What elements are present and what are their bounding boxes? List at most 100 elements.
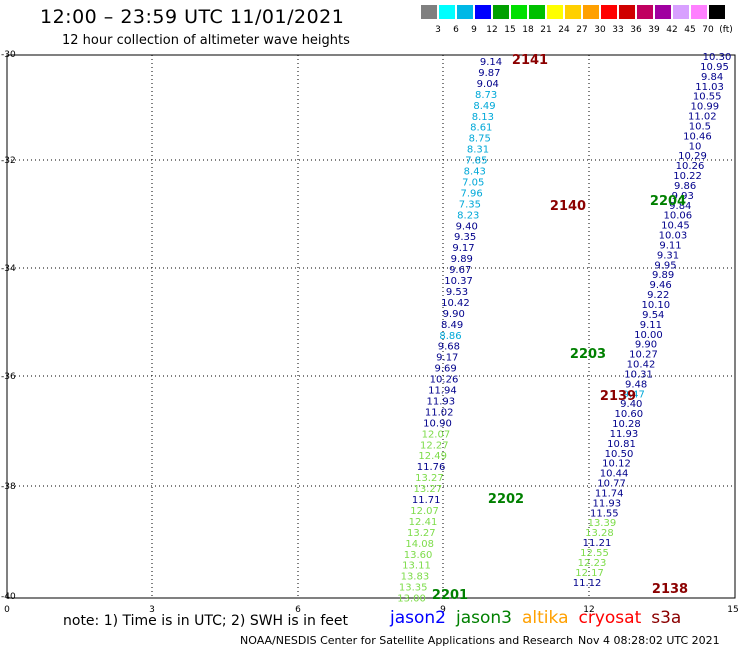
legend-swatch [637, 5, 653, 19]
legend-label: 24 [558, 25, 570, 35]
wave-height-value: 11.93 [610, 429, 639, 440]
legend-swatch [511, 5, 527, 19]
legend-label: 3 [435, 25, 441, 35]
wave-height-value: 9.84 [701, 72, 723, 83]
longitude-label: 6 [295, 605, 301, 615]
wave-height-value: 8.86 [439, 331, 461, 342]
legend-label: 27 [576, 25, 588, 35]
wave-height-value: 8.23 [457, 210, 479, 221]
wave-height-value: 9.17 [452, 243, 474, 254]
longitude-label: 3 [149, 605, 155, 615]
wave-height-value: 10.42 [627, 360, 656, 371]
wave-height-value: 10.26 [430, 375, 459, 386]
wave-height-value: 8.73 [475, 90, 497, 101]
wave-height-value: 8.49 [473, 101, 495, 112]
wave-height-value: 9.40 [456, 221, 478, 232]
wave-height-value: 9.11 [640, 320, 662, 331]
pass-id-label: 2141 [512, 53, 548, 68]
wave-height-value: 9.22 [647, 290, 669, 301]
wave-height-value: 13.27 [407, 528, 436, 539]
wave-height-value: 10.46 [683, 131, 712, 142]
pass-id-label: 2202 [488, 492, 524, 507]
footnote: note: 1) Time is in UTC; 2) SWH is in fe… [63, 613, 349, 629]
wave-height-value: 12.41 [409, 517, 438, 528]
legend-swatch [457, 5, 473, 19]
pass-id-label: 2138 [652, 582, 688, 597]
wave-height-value: 9.89 [451, 254, 473, 265]
latitude-label: -38 [1, 482, 16, 492]
satellite-legend: jason2 jason3 altika cryosat s3a [390, 608, 691, 628]
wave-height-value: 9.46 [649, 280, 671, 291]
wave-height-value: 10 [689, 141, 702, 152]
wave-height-value: 7.05 [462, 177, 484, 188]
legend-label: 42 [666, 25, 678, 35]
pass-id-label: 2140 [550, 199, 586, 214]
wave-height-value: 7.96 [460, 188, 482, 199]
wave-height-value: 14.08 [405, 539, 434, 550]
legend-swatch [583, 5, 599, 19]
wave-height-value: 10.26 [676, 161, 705, 172]
legend-swatch [565, 5, 581, 19]
wave-height-value: 9.89 [652, 270, 674, 281]
wave-height-value: 8.31 [467, 145, 489, 156]
wave-height-value: 10.77 [597, 479, 626, 490]
legend-swatch [493, 5, 509, 19]
latitude-labels: -30 -32 -34 -36 -38 -40 [1, 50, 16, 602]
wave-height-value: 10.30 [703, 52, 732, 63]
wave-height-value: 9.69 [434, 364, 456, 375]
pass-id-label: 2201 [432, 588, 468, 603]
wave-height-value: 9.86 [674, 181, 696, 192]
legend-swatch [619, 5, 635, 19]
wave-height-value: 10.28 [612, 419, 641, 430]
legend-label: 12 [486, 25, 498, 35]
wave-height-value: 9.90 [443, 309, 465, 320]
satellite-jason2: jason2 [390, 608, 446, 628]
wave-height-value: 9.68 [438, 342, 460, 353]
wave-height-value: 12.17 [575, 568, 604, 579]
footer-credit: NOAA/NESDIS Center for Satellite Applica… [240, 634, 574, 647]
wave-height-value: 9.93 [672, 191, 694, 202]
wave-height-value: 11.71 [412, 495, 441, 506]
wave-height-value: 11.93 [426, 396, 455, 407]
wave-height-value: 8.61 [470, 123, 492, 134]
wave-height-value: 13.83 [401, 572, 430, 583]
wave-height-value: 9.47 [623, 389, 645, 400]
wave-height-value: 8.43 [464, 167, 486, 178]
wave-height-value: 10.22 [673, 171, 702, 182]
legend-swatch [601, 5, 617, 19]
wave-height-value: 10.81 [607, 439, 636, 450]
wave-height-value: 10.44 [600, 469, 629, 480]
wave-height-value: 10.45 [661, 221, 690, 232]
wave-height-value: 9.35 [454, 232, 476, 243]
wave-height-value: 12.55 [580, 548, 609, 559]
legend-swatch [475, 5, 491, 19]
longitude-label: 12 [583, 605, 594, 615]
wave-height-value: 9.48 [625, 379, 647, 390]
wave-height-value: 13.60 [404, 550, 433, 561]
wave-height-value: 8.49 [441, 320, 463, 331]
wave-height-value: 11.21 [583, 538, 612, 549]
pass-id-label: 2203 [570, 347, 606, 362]
longitude-label: 9 [440, 605, 446, 615]
wave-height-value: 13.35 [399, 583, 428, 594]
latitude-label: -40 [1, 592, 16, 602]
legend-label: 9 [471, 25, 477, 35]
wave-height-value: 10.42 [441, 298, 470, 309]
legend-label: 36 [630, 25, 642, 35]
wave-height-value: 10.31 [624, 369, 653, 380]
wave-height-value: 11.02 [688, 112, 717, 123]
legend-swatch [709, 5, 725, 19]
wave-height-value: 12.27 [420, 440, 449, 451]
wave-height-value: 9.17 [436, 353, 458, 364]
legend-swatch [439, 5, 455, 19]
wave-height-value: 9.31 [657, 250, 679, 261]
wave-height-value: 9.90 [635, 340, 657, 351]
wave-height-value: 10.00 [634, 330, 663, 341]
wave-height-value: 13.27 [415, 473, 444, 484]
wave-height-value: 12.23 [578, 558, 607, 569]
latitude-label: -36 [1, 372, 16, 382]
map-title: 12:00 – 23:59 UTC 11/01/2021 [40, 6, 345, 28]
legend-label: 45 [684, 25, 696, 35]
wave-height-value: 11.94 [428, 386, 457, 397]
wave-height-value: 10.90 [423, 418, 452, 429]
